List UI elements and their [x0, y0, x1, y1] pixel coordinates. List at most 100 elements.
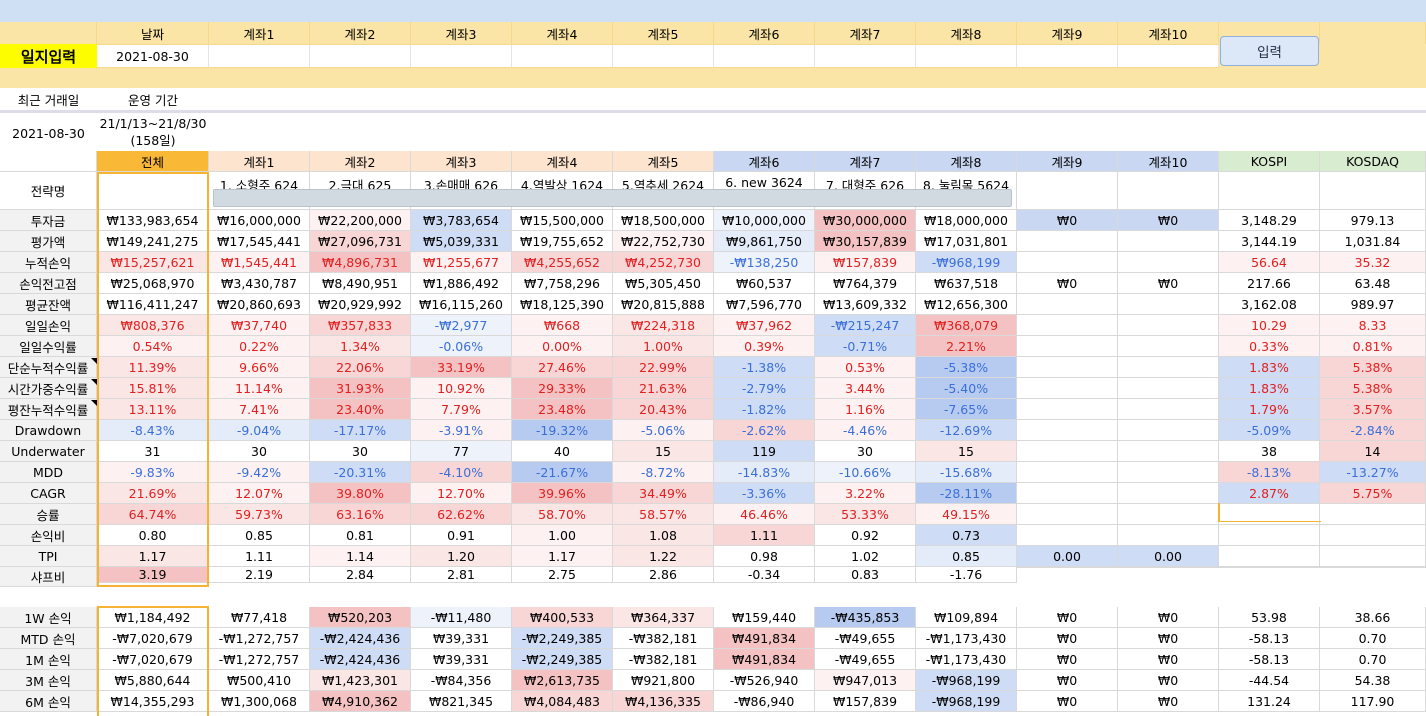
metric-value [1017, 357, 1118, 378]
metric-value [1118, 315, 1219, 336]
strategy-name [1017, 172, 1118, 210]
period-value: -₩1,272,757 [209, 628, 310, 649]
metric-value: 1.79% [1219, 399, 1320, 420]
period-value: 117.90 [1320, 691, 1426, 712]
period-value: ₩0 [1017, 607, 1118, 628]
metric-value: ₩16,000,000 [209, 210, 310, 231]
account-input[interactable] [916, 44, 1017, 68]
metric-value: -15.68% [916, 462, 1017, 483]
metric-value: 1.02 [815, 546, 916, 567]
metric-value: 40 [512, 441, 613, 462]
metric-value: -9.42% [209, 462, 310, 483]
period-value: -₩7,020,679 [97, 628, 209, 649]
account-input[interactable] [310, 44, 411, 68]
metric-value: 7.79% [411, 399, 512, 420]
period-value: -₩2,424,436 [310, 628, 411, 649]
period-label: 1W 손익 [0, 607, 97, 628]
strategy-name [1219, 172, 1320, 210]
separator [0, 110, 1426, 113]
account-input[interactable] [714, 44, 815, 68]
metric-value: -2.79% [714, 378, 815, 399]
metric-value: 0.22% [209, 336, 310, 357]
metric-value: 39.96% [512, 483, 613, 504]
account-input[interactable] [512, 44, 613, 68]
metric-value: ₩5,039,331 [411, 231, 512, 252]
input-account-header: 계좌10 [1118, 22, 1219, 44]
period-value: ₩947,013 [815, 670, 916, 691]
period-value: ₩1,184,492 [97, 607, 209, 628]
metric-value: 15 [916, 441, 1017, 462]
metric-value: 0.91 [411, 525, 512, 546]
input-account-header: 계좌5 [613, 22, 714, 44]
summary-header-blank [0, 151, 97, 172]
metric-value: ₩8,490,951 [310, 273, 411, 294]
header-blank [0, 22, 97, 44]
metric-label: 평가액 [0, 231, 97, 252]
metric-value [1017, 504, 1118, 525]
period-value: ₩4,910,362 [310, 691, 411, 712]
metric-value: 0.81 [310, 525, 411, 546]
metric-value: -3.36% [714, 483, 815, 504]
account-input[interactable] [613, 44, 714, 68]
period-label: 6M 손익 [0, 691, 97, 712]
account-input[interactable] [209, 44, 310, 68]
metric-value: 56.64 [1219, 252, 1320, 273]
account-input[interactable] [411, 44, 512, 68]
metric-value: -9.83% [97, 462, 209, 483]
period-value: -₩1,272,757 [209, 649, 310, 670]
date-input[interactable]: 2021-08-30 [97, 44, 209, 68]
period-value: 0.70 [1320, 628, 1426, 649]
metric-value [1118, 567, 1219, 568]
metric-value: -3.91% [411, 420, 512, 441]
metric-value: 2.87% [1219, 483, 1320, 504]
metric-value [1118, 357, 1219, 378]
metric-value: 64.74% [97, 504, 209, 525]
metric-value: 0.85 [209, 525, 310, 546]
metric-value: 0.92 [815, 525, 916, 546]
metric-value: -20.31% [310, 462, 411, 483]
metric-value: ₩368,079 [916, 315, 1017, 336]
metric-value: 29.33% [512, 378, 613, 399]
metric-value: 5.38% [1320, 378, 1426, 399]
period-value: ₩491,834 [714, 628, 815, 649]
metric-value: -5.09% [1219, 420, 1320, 441]
metric-value: ₩157,839 [815, 252, 916, 273]
metric-value: -19.32% [512, 420, 613, 441]
metric-value: -0.71% [815, 336, 916, 357]
metric-value: ₩4,252,730 [613, 252, 714, 273]
metric-value: ₩30,000,000 [815, 210, 916, 231]
comment-marker-icon[interactable] [91, 358, 97, 364]
metric-label: 평잔누적수익률 [0, 399, 97, 420]
metric-label: Underwater [0, 441, 97, 462]
metric-value: -0.06% [411, 336, 512, 357]
metric-value: -₩2,977 [411, 315, 512, 336]
period-value: -₩2,249,385 [512, 649, 613, 670]
comment-marker-icon[interactable] [91, 400, 97, 406]
period-value: -₩2,249,385 [512, 628, 613, 649]
spacer-row [0, 588, 1426, 607]
metric-value: 63.16% [310, 504, 411, 525]
metric-value: -2.84% [1320, 420, 1426, 441]
metric-value: 38 [1219, 441, 1320, 462]
metric-value: 1.11 [209, 546, 310, 567]
metric-value: 1.17 [512, 546, 613, 567]
metric-label: 평균잔액 [0, 294, 97, 315]
period-label: MTD 손익 [0, 628, 97, 649]
horizontal-scrollbar[interactable] [213, 189, 1012, 207]
account-input[interactable] [815, 44, 916, 68]
account-input[interactable] [1017, 44, 1118, 68]
metric-value [1118, 525, 1219, 546]
period-days: (158일) [130, 132, 176, 148]
comment-marker-icon[interactable] [91, 379, 97, 385]
metric-value [1320, 504, 1426, 525]
metric-value: ₩18,000,000 [916, 210, 1017, 231]
metric-value: 30 [209, 441, 310, 462]
metric-value: ₩1,886,492 [411, 273, 512, 294]
metric-value: ₩19,755,652 [512, 231, 613, 252]
account-input[interactable] [1118, 44, 1219, 68]
period-value: -₩49,655 [815, 649, 916, 670]
input-account-header: 계좌1 [209, 22, 310, 44]
metric-label: 일일수익률 [0, 336, 97, 357]
input-button[interactable]: 입력 [1220, 36, 1319, 66]
metric-value: 30 [815, 441, 916, 462]
